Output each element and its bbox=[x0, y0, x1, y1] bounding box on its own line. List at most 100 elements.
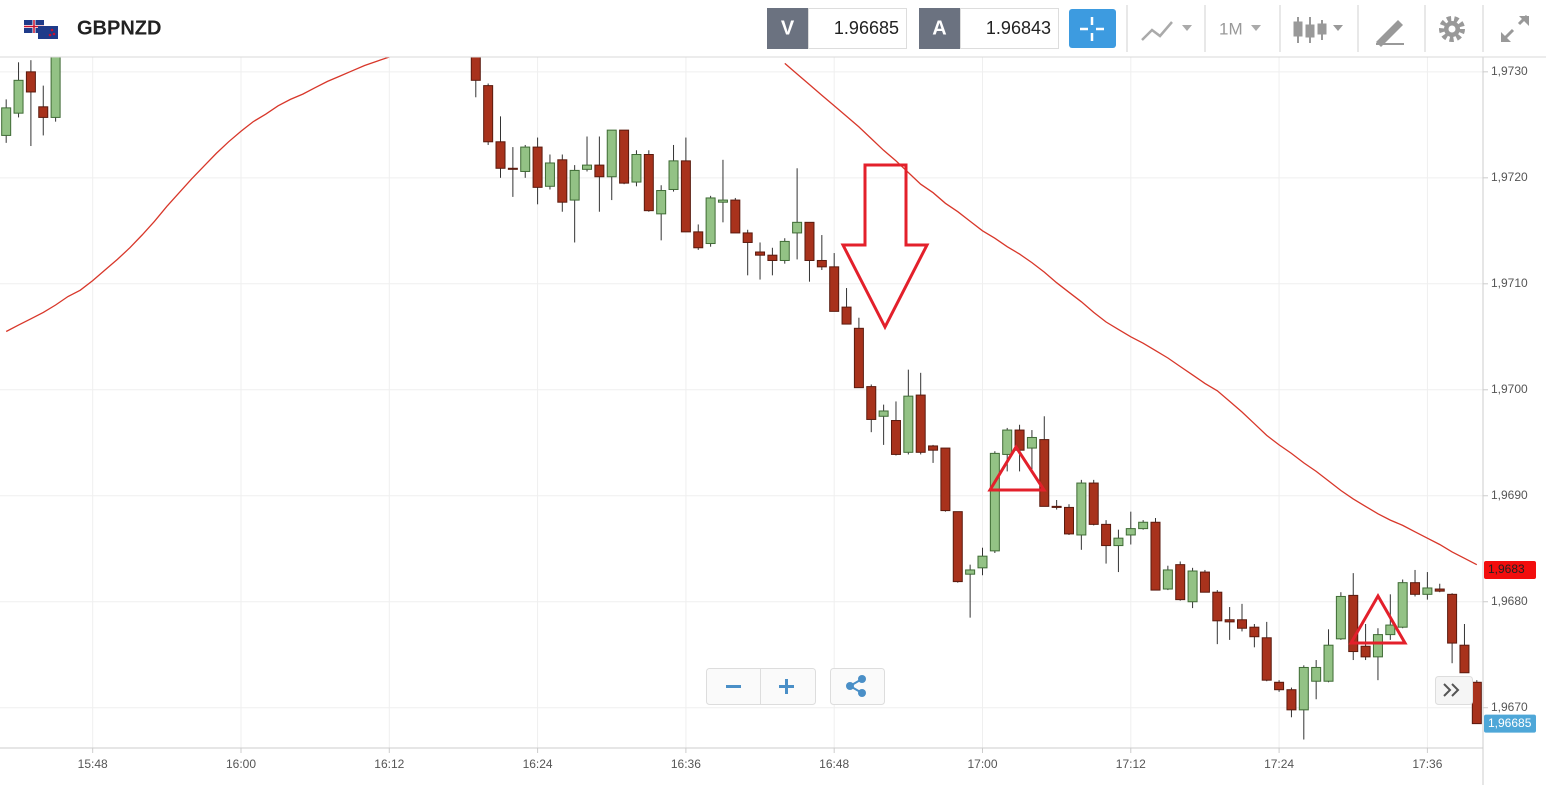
candle-body bbox=[977, 555, 988, 569]
x-tick-label: 17:36 bbox=[1412, 757, 1442, 771]
candle-body bbox=[1286, 689, 1297, 711]
candle-body bbox=[1311, 666, 1322, 682]
candle-body bbox=[1162, 569, 1173, 590]
candle-body bbox=[890, 420, 901, 455]
zoom-in-button[interactable] bbox=[779, 679, 794, 694]
candle-body bbox=[1459, 644, 1470, 674]
y-tick-label: 1,9670 bbox=[1491, 700, 1528, 714]
bid-price: 1.96685 bbox=[834, 18, 899, 38]
candle-body bbox=[1088, 482, 1099, 525]
candle-body bbox=[606, 129, 617, 178]
plot-area bbox=[1, 57, 1482, 740]
candle-body bbox=[1113, 537, 1124, 547]
candle-body bbox=[742, 232, 753, 243]
down-arrow bbox=[840, 163, 930, 331]
candle-body bbox=[1335, 595, 1346, 640]
candle-body bbox=[668, 160, 679, 190]
candle-body bbox=[755, 251, 766, 256]
candle-body bbox=[767, 254, 778, 261]
candle-body bbox=[1274, 681, 1285, 691]
candle-body bbox=[643, 154, 654, 212]
candle-body bbox=[792, 221, 803, 234]
share-button[interactable] bbox=[830, 668, 885, 705]
settings-button[interactable] bbox=[1439, 16, 1465, 42]
axes: 1,9670 1,9680 1,9690 1,9700 1,9710 1,9720 1,97… bbox=[78, 64, 1536, 771]
ma-price-tag-label: 1,9683 bbox=[1488, 562, 1525, 576]
y-tick-label: 1,9680 bbox=[1491, 594, 1528, 608]
candle-body bbox=[965, 569, 976, 575]
candle-body bbox=[952, 511, 963, 583]
candle-body bbox=[594, 164, 605, 178]
candle-body bbox=[656, 190, 667, 215]
bid-label: V bbox=[781, 17, 795, 39]
separators bbox=[1126, 5, 1484, 52]
candle-body bbox=[1063, 506, 1074, 535]
drawing-button[interactable] bbox=[1376, 20, 1404, 47]
candle-body bbox=[1076, 482, 1087, 536]
toolbar: GBPNZD V 1.96685 A 1.96843 1M bbox=[0, 0, 1546, 58]
y-tick-label: 1,9710 bbox=[1491, 276, 1528, 290]
symbol: GBPNZD bbox=[77, 17, 161, 39]
candle-body bbox=[1434, 588, 1445, 592]
candle-body bbox=[25, 71, 36, 93]
candle-body bbox=[1360, 645, 1371, 658]
flag-icon bbox=[24, 20, 58, 39]
candle-body bbox=[1422, 587, 1433, 595]
bid-box[interactable] bbox=[808, 8, 907, 49]
x-tick-label: 16:48 bbox=[819, 757, 849, 771]
candle-body bbox=[1447, 593, 1458, 644]
current-price-tag bbox=[1484, 714, 1536, 733]
candle-body bbox=[1212, 591, 1223, 622]
candle-body bbox=[1175, 564, 1186, 601]
candle-body bbox=[1372, 634, 1383, 658]
x-tick-label: 16:36 bbox=[671, 757, 701, 771]
candle-body bbox=[1237, 619, 1248, 629]
chart-type-button[interactable] bbox=[1141, 21, 1192, 41]
candle-body bbox=[1323, 644, 1334, 682]
candle-body bbox=[532, 146, 543, 188]
candle-body bbox=[520, 146, 531, 172]
candle-body bbox=[705, 197, 716, 245]
ask-box[interactable] bbox=[960, 8, 1059, 49]
candle-body bbox=[915, 394, 926, 453]
candle-body bbox=[1101, 523, 1112, 547]
candle-body bbox=[989, 452, 1000, 552]
grid bbox=[0, 57, 1483, 748]
triangle bbox=[1348, 592, 1408, 645]
candle-body bbox=[1385, 624, 1396, 636]
timeframe: 1M bbox=[1219, 19, 1243, 38]
candle-body bbox=[1002, 429, 1013, 455]
fullscreen-button[interactable] bbox=[1501, 14, 1529, 42]
candle-body bbox=[940, 447, 951, 512]
candle-body bbox=[1026, 436, 1037, 449]
candle-body bbox=[841, 306, 852, 325]
candle-body bbox=[619, 129, 630, 184]
candle-body bbox=[730, 199, 741, 234]
candle-body bbox=[495, 141, 506, 169]
candle-style-button[interactable] bbox=[1293, 17, 1343, 43]
candle-body bbox=[582, 164, 593, 170]
candle-body bbox=[50, 57, 61, 118]
candle-body bbox=[693, 231, 704, 249]
candle-body bbox=[1, 107, 12, 136]
candle-body bbox=[483, 85, 494, 143]
x-tick-label: 17:00 bbox=[967, 757, 997, 771]
bid-badge bbox=[767, 8, 808, 49]
scroll-right-button[interactable] bbox=[1435, 676, 1473, 705]
candle-body bbox=[507, 167, 518, 170]
candle-body bbox=[1039, 439, 1050, 507]
crosshair-button[interactable] bbox=[1069, 9, 1116, 48]
candle-body bbox=[569, 169, 580, 201]
candle-body bbox=[13, 79, 24, 114]
x-tick-label: 16:00 bbox=[226, 757, 256, 771]
candle-body bbox=[1187, 570, 1198, 603]
x-tick-label: 17:24 bbox=[1264, 757, 1294, 771]
candle-body bbox=[1298, 666, 1309, 711]
timeframe-button[interactable]: 1M bbox=[1219, 19, 1261, 38]
candle-body bbox=[853, 327, 864, 389]
y-tick-label: 1,9690 bbox=[1491, 488, 1528, 502]
zoom-controls bbox=[706, 668, 1473, 705]
candle-body bbox=[866, 386, 877, 420]
candle-body bbox=[903, 395, 914, 453]
